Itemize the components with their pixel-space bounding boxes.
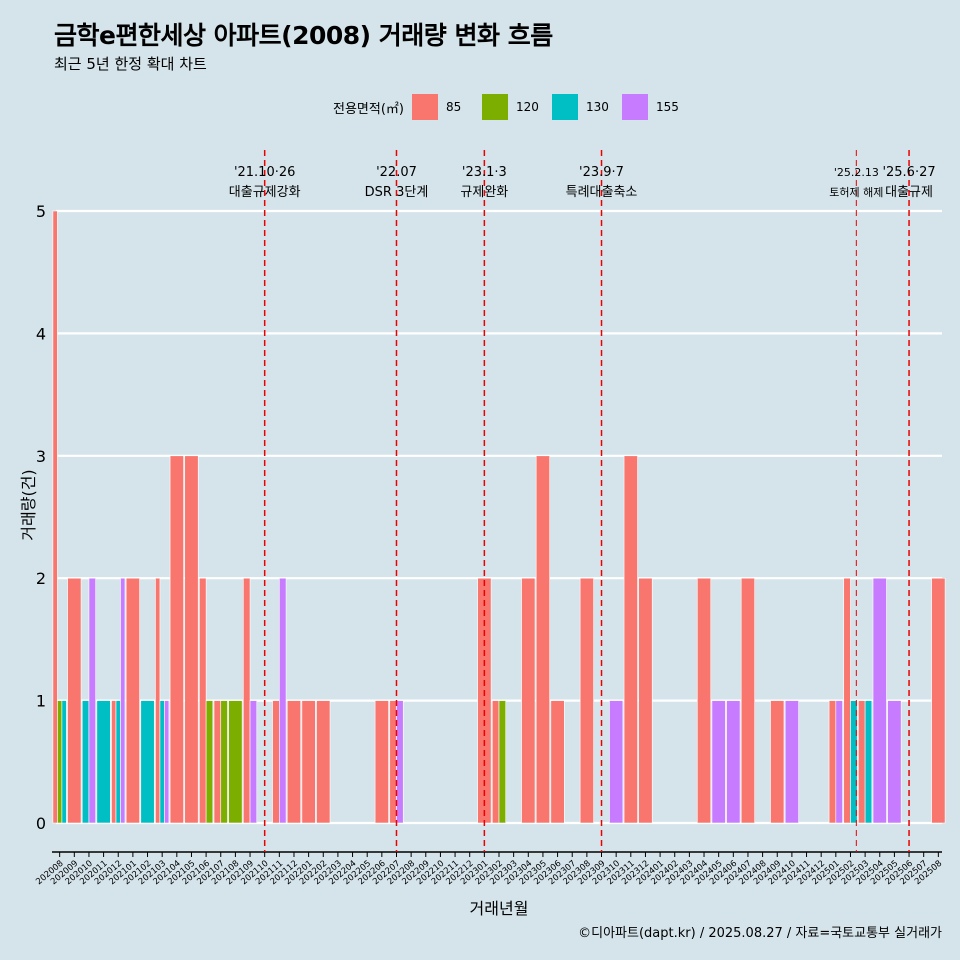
y-tick-label: 4 — [36, 324, 46, 343]
bar-202111-155 — [279, 577, 287, 824]
bar-202109-85 — [243, 577, 251, 824]
bar-202008-85 — [52, 210, 58, 824]
legend-label-85: 85 — [445, 100, 462, 114]
bar-202502-85 — [843, 577, 851, 824]
bar-202501-85 — [828, 700, 837, 824]
legend-label-130: 130 — [585, 100, 609, 114]
event-name-label: 대출규제강화 — [229, 185, 301, 200]
bar-202202-85 — [316, 700, 331, 824]
bar-202008-130 — [61, 700, 67, 824]
event-name-label: 특례대출축소 — [566, 185, 638, 200]
bar-202312-85 — [638, 577, 653, 824]
bar-202111-85 — [272, 700, 280, 824]
y-axis-title: 거래량(건) — [19, 469, 38, 540]
y-tick-label: 2 — [36, 569, 46, 588]
bar-202305-85 — [535, 455, 550, 824]
bar-202503-85 — [858, 700, 866, 824]
bar-202012-155 — [120, 577, 126, 824]
legend-key-85 — [411, 94, 438, 120]
chart-subtitle: 최근 5년 한정 확대 차트 — [54, 55, 207, 73]
bar-202012-85 — [111, 700, 117, 824]
bar-202103-85 — [155, 577, 161, 824]
bar-202010-130 — [81, 700, 90, 824]
bar-202106-120 — [205, 700, 214, 824]
bar-202501-155 — [835, 700, 843, 824]
bar-202109-155 — [249, 700, 258, 824]
bar-202103-130 — [159, 700, 165, 824]
bar-202302-120 — [498, 700, 507, 824]
bar-202112-85 — [286, 700, 302, 824]
legend-item-85: 85 — [411, 94, 482, 120]
bar-202405-155 — [711, 700, 726, 824]
event-name-label: 규제완화 — [460, 185, 508, 200]
legend-key-155 — [621, 94, 648, 120]
chart-caption: ©디아파트(dapt.kr) / 2025.08.27 / 자료=국토교통부 실… — [578, 926, 942, 941]
legend-label-120: 120 — [515, 100, 539, 114]
legend-item-130: 130 — [551, 94, 622, 120]
bar-202011-130 — [96, 700, 111, 824]
bar-202106-85 — [199, 577, 207, 824]
bar-202008-120 — [57, 700, 63, 824]
legend-label-155: 155 — [655, 100, 679, 114]
event-name-label: DSR 3단계 — [365, 185, 429, 200]
bar-202505-155 — [887, 700, 902, 824]
legend-title: 전용면적(㎡) — [333, 101, 404, 117]
x-axis-title: 거래년월 — [470, 899, 529, 918]
chart-title: 금학e편한세상 아파트(2008) 거래량 변화 흐름 — [54, 21, 553, 50]
legend-item-155: 155 — [621, 94, 692, 120]
bar-202101-85 — [125, 577, 140, 824]
bar-202502-130 — [850, 700, 858, 824]
bar-202107-120 — [220, 700, 228, 824]
bar-202503-130 — [864, 700, 873, 824]
bar-202206-85 — [374, 700, 389, 824]
legend: 전용면적(㎡) 85 120 130 155 — [333, 93, 692, 121]
bar-202306-85 — [550, 700, 565, 824]
bar-202207-155 — [396, 700, 404, 824]
event-date-label: '25.2.13 — [834, 166, 879, 179]
legend-key-120 — [481, 94, 508, 120]
bar-202310-155 — [609, 700, 624, 824]
bar-202308-85 — [579, 577, 594, 824]
event-date-label: '21.10·26 — [234, 165, 295, 180]
y-tick-label: 1 — [36, 692, 46, 711]
bar-202508-85 — [931, 577, 946, 824]
bar-202504-155 — [872, 577, 887, 824]
bar-202102-130 — [140, 700, 155, 824]
legend-key-130 — [551, 94, 578, 120]
y-tick-label: 5 — [36, 202, 46, 221]
bar-202009-85 — [67, 577, 82, 824]
event-date-label: '22.07 — [376, 165, 417, 180]
bar-202406-155 — [726, 700, 741, 824]
bar-202201-85 — [301, 700, 316, 824]
event-name-label: 토허제 해제 — [829, 185, 883, 199]
y-tick-label: 0 — [36, 814, 46, 833]
legend-item-120: 120 — [481, 94, 552, 120]
bar-202304-85 — [521, 577, 536, 824]
event-date-label: '23.1·3 — [462, 165, 507, 180]
bar-202207-85 — [389, 700, 397, 824]
bar-202105-85 — [184, 455, 199, 824]
bar-202302-85 — [491, 700, 500, 824]
bar-202012-130 — [115, 700, 121, 824]
bar-202404-85 — [696, 577, 712, 824]
event-date-label: '23.9·7 — [579, 165, 624, 180]
bar-202407-85 — [740, 577, 755, 824]
bar-202010-155 — [88, 577, 96, 824]
bar-202103-155 — [164, 700, 170, 824]
event-date-label: '25.6·27 — [882, 165, 935, 180]
y-tick-label: 3 — [36, 447, 46, 466]
bar-202311-85 — [623, 455, 638, 824]
bar-202107-85 — [213, 700, 222, 824]
bar-202108-120 — [228, 700, 243, 824]
bar-202409-85 — [770, 700, 785, 824]
event-name-label: 대출규제 — [885, 185, 933, 200]
bar-202410-155 — [784, 700, 799, 824]
bar-202104-85 — [169, 455, 184, 824]
